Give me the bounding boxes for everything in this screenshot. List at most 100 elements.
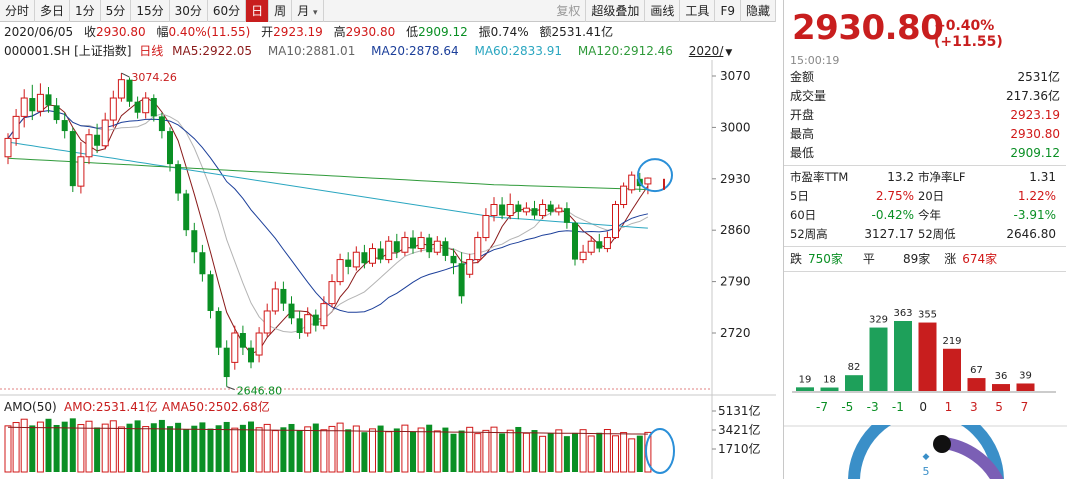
distribution-value: 355 <box>918 310 937 321</box>
tools-button[interactable]: 工具 <box>680 0 716 22</box>
metric-row: 市盈率TTM 13.2 市净率LF 1.31 <box>790 168 1060 187</box>
metric-row: 52周高 3127.17 52周低 2646.80 <box>790 225 1060 244</box>
volume-bar <box>555 429 563 473</box>
f9-button[interactable]: F9 <box>715 0 741 22</box>
volume-bar <box>490 426 498 473</box>
candle-body <box>94 134 101 146</box>
volume-bar <box>433 430 441 473</box>
candle-body <box>579 251 587 261</box>
distribution-bar <box>845 375 863 391</box>
metric-label: 60日 <box>790 208 817 222</box>
volume-bar <box>215 425 222 472</box>
volume-tick-label: 3421亿 <box>718 422 761 437</box>
advancers-count: 674家 <box>962 252 998 266</box>
volume-bar <box>352 425 360 473</box>
stat-row: 最低 2909.12 <box>790 144 1060 163</box>
index-code: 000001.SH [上证指数] <box>4 44 132 58</box>
tab-1min[interactable]: 1分 <box>70 0 101 22</box>
hide-button[interactable]: 隐藏 <box>741 0 776 22</box>
kline-chart[interactable]: 3070 3000 2930 2860 2790 2720 3074.26 2646.80 A… <box>0 60 776 479</box>
period-toolbar: 分时 多日 1分 5分 15分 30分 60分 日 周 月 ▾ 复权 超级叠加 … <box>0 0 776 22</box>
candle-body <box>191 230 198 253</box>
tab-weekly[interactable]: 周 <box>269 0 293 22</box>
volume-bar <box>522 432 530 473</box>
candle-body <box>126 79 133 102</box>
fuquan-button[interactable]: 复权 <box>551 0 587 22</box>
distribution-value: 67 <box>970 365 983 376</box>
volume-tick-label: 5131亿 <box>718 403 761 418</box>
tab-30min[interactable]: 30分 <box>170 0 208 22</box>
gauge-arc <box>848 425 1004 479</box>
ma20-line <box>7 110 649 313</box>
volume-bar <box>636 435 643 472</box>
tab-fenshi[interactable]: 分时 <box>0 0 36 22</box>
stat-label: 金额 <box>790 70 815 84</box>
volume-bar <box>417 427 425 473</box>
candle-body <box>563 208 570 223</box>
volume-bar <box>4 425 12 473</box>
candle-body <box>183 193 190 231</box>
price-tick-label: 2720 <box>720 326 751 340</box>
volume-bar <box>280 427 287 472</box>
amount-value: 2531.41亿 <box>551 25 614 39</box>
metric-row: 5日 2.75% 20日 1.22% <box>790 187 1060 206</box>
stat-value: 2930.80 <box>1010 127 1060 141</box>
volume-bar <box>45 418 52 472</box>
chevron-down-icon[interactable]: ▼ <box>725 48 733 58</box>
volume-bar <box>547 433 554 472</box>
candle-body <box>442 241 449 256</box>
metric-label: 52周高 <box>790 227 828 241</box>
volume-highlight-circle <box>645 428 675 474</box>
candle-body <box>361 252 368 264</box>
volume-bar <box>207 428 214 472</box>
candle-body <box>239 333 246 348</box>
period-label: 日线 <box>139 44 164 58</box>
ma20-value: MA20:2878.64 <box>371 44 459 58</box>
candle-body <box>490 204 498 217</box>
volume-bar <box>345 429 352 472</box>
stats-block: 金额 2531亿 成交量 217.36亿 开盘 2923.19 最高 2930.80 最低 290… <box>784 68 1066 274</box>
metric-value: -0.42% <box>871 208 914 222</box>
candle-body <box>223 347 230 378</box>
volume-bar <box>612 435 619 473</box>
candle-body <box>207 274 214 311</box>
tab-multiday[interactable]: 多日 <box>35 0 71 22</box>
metric-value: -3.91% <box>1013 208 1056 222</box>
volume-bar <box>579 429 587 473</box>
candle-body <box>255 332 263 356</box>
volume-bar <box>336 422 344 473</box>
draw-line-button[interactable]: 画线 <box>645 0 681 22</box>
volume-bar <box>369 428 376 473</box>
candle-body <box>433 240 441 253</box>
tab-daily[interactable]: 日 <box>246 0 270 22</box>
tab-5min[interactable]: 5分 <box>101 0 132 22</box>
candle-body <box>369 248 376 264</box>
metric-value: 2646.80 <box>1006 227 1056 241</box>
change-distribution-chart: 19 18 82 329 363 355 219 67 36 39 -7 -5 -3 -1 0 1 3 5 7 <box>792 308 1056 414</box>
volume-bar <box>596 432 603 472</box>
distribution-value: 39 <box>1019 370 1032 381</box>
candle-body <box>555 207 563 213</box>
candle-body <box>296 318 303 333</box>
overlay-button[interactable]: 超级叠加 <box>586 0 646 22</box>
metric-label: 20日 <box>918 189 945 203</box>
volume-bar <box>515 426 522 472</box>
volume-bar <box>296 430 303 472</box>
ma60-line <box>7 141 648 229</box>
candle-body <box>304 314 312 334</box>
tab-monthly[interactable]: 月 ▾ <box>292 0 324 22</box>
candle-body <box>506 204 514 217</box>
tab-60min[interactable]: 60分 <box>208 0 247 22</box>
date-dropdown[interactable]: 2020/ <box>688 44 724 58</box>
volume-bar <box>94 427 101 472</box>
candle-body <box>288 303 295 319</box>
volume-bar <box>450 433 457 472</box>
candle-body <box>175 164 182 194</box>
candle-body <box>85 134 93 158</box>
tab-15min[interactable]: 15分 <box>131 0 170 22</box>
volume-bar <box>85 420 93 473</box>
volume-bar <box>150 423 157 472</box>
candle-body <box>45 94 52 106</box>
volume-bar <box>183 429 190 472</box>
distribution-value: 329 <box>869 315 888 326</box>
